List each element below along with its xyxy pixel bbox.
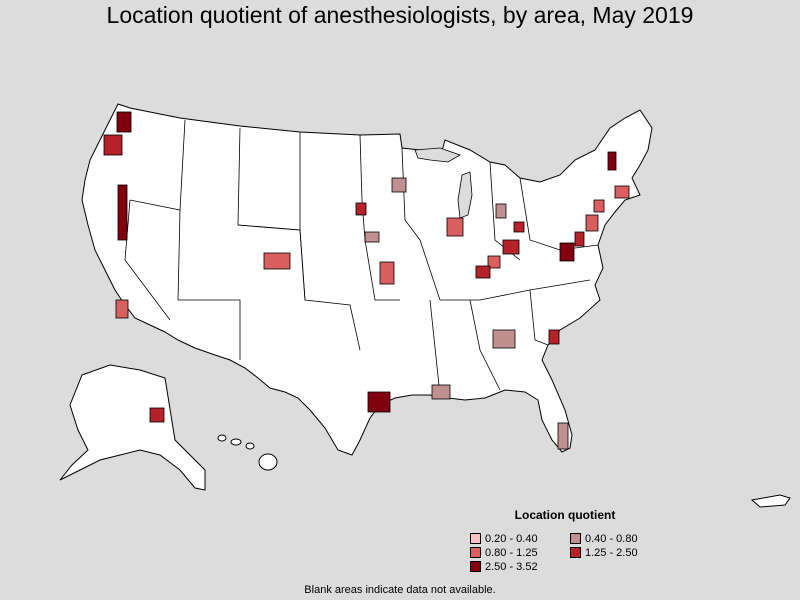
area-charleston	[548, 329, 560, 345]
legend: Location quotient 0.20 - 0.40 0.40 - 0.8…	[470, 508, 670, 573]
area-boston	[614, 185, 630, 199]
lake-superior	[414, 147, 461, 163]
legend-title: Location quotient	[514, 508, 616, 522]
area-denver	[263, 252, 291, 270]
puerto-rico	[750, 494, 791, 508]
area-reno	[117, 184, 128, 241]
lq-areas	[103, 111, 630, 450]
legend-label-0: 0.20 - 0.40	[485, 532, 538, 545]
state-borders	[124, 119, 599, 396]
area-los-angeles	[115, 299, 129, 319]
area-baltimore	[574, 231, 585, 247]
footnote: Blank areas indicate data not available.	[304, 584, 496, 596]
area-dc	[559, 242, 575, 262]
area-louisville	[487, 255, 501, 269]
area-portland	[103, 134, 123, 156]
area-kansas-city	[379, 261, 395, 285]
area-miami	[557, 422, 569, 450]
alaska	[59, 364, 206, 491]
legend-label-1: 0.40 - 0.80	[585, 532, 638, 545]
lake-michigan	[457, 171, 473, 219]
legend-item-2: 0.80 - 1.25	[470, 546, 570, 559]
area-atlanta	[492, 329, 516, 349]
legend-label-4: 2.50 - 3.52	[485, 560, 538, 573]
legend-swatch-4	[470, 561, 481, 572]
legend-swatch-3	[570, 547, 581, 558]
legend-item-1: 0.40 - 0.80	[570, 532, 670, 545]
area-houston	[367, 391, 391, 413]
legend-item-0: 0.20 - 0.40	[470, 532, 570, 545]
legend-item-3: 1.25 - 2.50	[570, 546, 670, 559]
legend-swatch-2	[470, 547, 481, 558]
area-nashville	[475, 265, 491, 279]
contiguous-us	[81, 103, 653, 456]
area-indianapolis	[502, 239, 520, 255]
area-omaha	[364, 231, 380, 243]
area-philadelphia	[585, 214, 599, 232]
area-michigan	[495, 203, 507, 219]
area-pittsburgh	[513, 221, 525, 233]
legend-swatch-1	[570, 533, 581, 544]
area-alaska	[149, 407, 165, 423]
map-title: Location quotient of anesthesiologists, …	[106, 2, 694, 28]
area-new-hampshire	[607, 151, 617, 171]
hawaii	[217, 434, 278, 471]
area-milwaukee	[446, 217, 464, 237]
legend-item-4: 2.50 - 3.52	[470, 560, 570, 573]
legend-label-3: 1.25 - 2.50	[585, 546, 638, 559]
area-seattle	[116, 111, 132, 133]
area-minneapolis	[391, 177, 407, 193]
area-new-york	[593, 199, 605, 213]
area-rochester	[355, 202, 367, 216]
area-new-orleans	[431, 384, 451, 400]
legend-swatch-0	[470, 533, 481, 544]
legend-label-2: 0.80 - 1.25	[485, 546, 538, 559]
